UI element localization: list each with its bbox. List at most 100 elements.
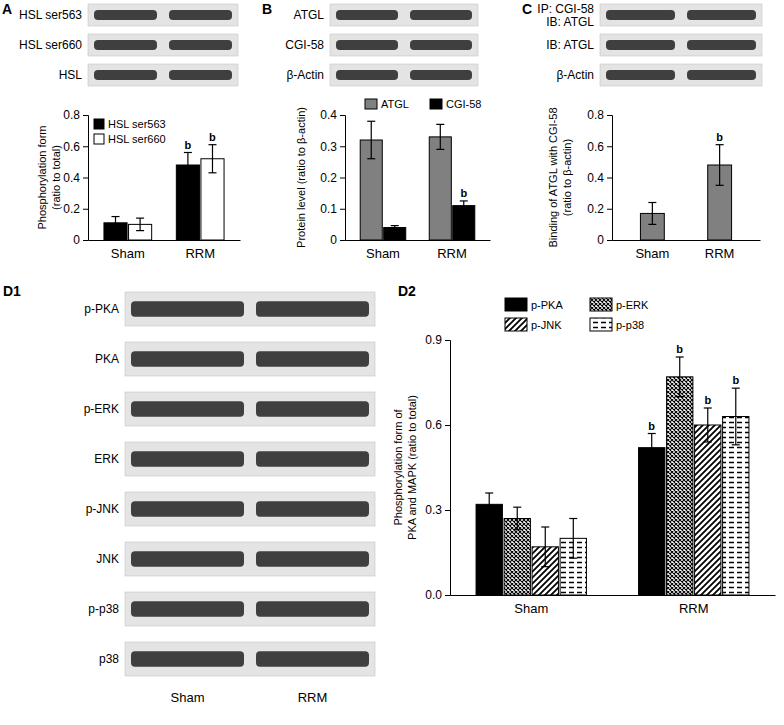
- blot-band: [256, 451, 369, 467]
- error-bar-cap-top: [367, 121, 375, 122]
- legend-label: p-ERK: [616, 299, 649, 311]
- significance-label: b: [185, 139, 192, 151]
- error-bar: [716, 145, 724, 186]
- legend-swatch: [505, 318, 527, 331]
- error-bar-cap-bottom: [716, 185, 724, 186]
- blot-label: HSL ser660: [19, 38, 82, 52]
- x-axis: Sham RRM: [89, 240, 241, 261]
- error-bar-cap-bottom: [436, 149, 444, 150]
- legend: HSL ser563 HSL ser660: [94, 118, 166, 145]
- x-axis: ShamRRM: [451, 595, 776, 616]
- x-tick: RRM: [185, 240, 215, 261]
- blot: D1p-PKAPKAp-ERKERKp-JNKJNKp-p38p38ShamRR…: [3, 283, 375, 705]
- error-bar: [184, 153, 192, 178]
- error-bar-cap-top: [541, 526, 549, 527]
- blot-band: [606, 10, 675, 20]
- blot-band: [256, 401, 369, 417]
- error-bar-cap-top: [676, 356, 684, 357]
- x-axis-line: [451, 595, 776, 596]
- y-tick: 0.3: [320, 140, 345, 154]
- error-bar: [460, 201, 468, 210]
- blot-band: [131, 301, 244, 317]
- y-tick: 0.6: [425, 418, 450, 432]
- y-tick-label: 0.4: [587, 171, 604, 185]
- blot-background: [600, 4, 762, 26]
- blot-label: β-Actin: [286, 68, 324, 82]
- blot-band: [169, 10, 232, 20]
- blot-band: [687, 70, 756, 80]
- lane-label: Sham: [171, 690, 205, 705]
- x-tick-label: Sham: [111, 246, 145, 261]
- error-bar-stem: [652, 203, 653, 225]
- error-bar-cap-bottom: [460, 210, 468, 211]
- y-axis-title: (ratio to β-actin): [561, 139, 573, 216]
- blot-band: [131, 501, 244, 517]
- error-bar-cap-bottom: [648, 224, 656, 225]
- blot-label: β-Actin: [556, 68, 594, 82]
- y-tick-label: 0.1: [320, 202, 337, 216]
- y-axis-title: PKA and MAPK (ratio to total): [406, 395, 418, 540]
- error-bar-cap-top: [716, 144, 724, 145]
- x-axis-line: [613, 240, 761, 241]
- error-bar-cap-top: [436, 124, 444, 125]
- error-bar-cap-bottom: [541, 566, 549, 567]
- bar: [667, 377, 693, 595]
- error-bar: [367, 121, 375, 159]
- y-tick-label: 0.6: [63, 140, 80, 154]
- legend-swatch: [505, 298, 527, 311]
- blot-label: HSL ser563: [19, 8, 82, 22]
- error-bar-cap-bottom: [676, 396, 684, 397]
- legend-label: p-JNK: [531, 319, 562, 331]
- x-axis-line: [346, 240, 491, 241]
- blot-band: [131, 451, 244, 467]
- y-tick: 0.6: [63, 140, 88, 154]
- error-bar-cap-bottom: [136, 230, 144, 231]
- blot-band: [131, 551, 244, 567]
- significance-label: b: [732, 374, 739, 386]
- blot-label: PKA: [95, 352, 119, 366]
- error-bar-stem: [517, 507, 518, 530]
- error-bar: [704, 408, 712, 442]
- error-bar: [112, 217, 120, 230]
- error-bar-cap-bottom: [569, 558, 577, 559]
- blot-band: [336, 10, 398, 20]
- error-bar-cap-top: [136, 218, 144, 219]
- y-tick: 0.9: [425, 333, 450, 347]
- blot-background: [125, 342, 375, 376]
- blot-band: [169, 70, 232, 80]
- y-axis: 00.20.40.60.8: [587, 108, 612, 247]
- y-tick: 0.8: [587, 108, 612, 122]
- y-tick-label: 0.4: [320, 108, 337, 122]
- bar: [476, 504, 502, 595]
- y-tick-mark: [607, 209, 612, 210]
- plot-texts: bbbb: [648, 343, 739, 432]
- panel-label: B: [262, 1, 272, 17]
- blot-label: p-JNK: [86, 502, 119, 516]
- error-bar-cap-top: [732, 388, 740, 389]
- error-bar-cap-bottom: [184, 177, 192, 178]
- legend-swatch: [590, 318, 612, 331]
- blot-label: ATGL: [294, 8, 325, 22]
- lane-label: RRM: [298, 690, 328, 705]
- y-tick: 0.3: [425, 503, 450, 517]
- blot-band: [687, 40, 756, 50]
- y-axis: 00.10.20.30.4: [320, 108, 345, 247]
- y-tick: 0.2: [63, 202, 88, 216]
- y-axis-title: Phosphorylation form: [36, 126, 48, 230]
- y-tick-mark: [340, 115, 345, 116]
- y-tick-mark: [445, 425, 450, 426]
- legend-label: HSL ser563: [108, 118, 166, 130]
- plot-marks: [476, 357, 749, 595]
- error-bar-cap-top: [648, 433, 656, 434]
- panel-label: A: [2, 1, 12, 17]
- y-tick-mark: [83, 178, 88, 179]
- error-bar: [648, 434, 656, 462]
- error-bar-cap-bottom: [367, 158, 375, 159]
- x-tick: RRM: [679, 595, 709, 616]
- error-bar-cap-bottom: [208, 172, 216, 173]
- legend-label: HSL ser660: [108, 133, 166, 145]
- blot-label: p-PKA: [84, 302, 119, 316]
- error-bar-cap-bottom: [112, 228, 120, 229]
- y-axis-line: [83, 116, 89, 241]
- error-bar-stem: [735, 388, 736, 445]
